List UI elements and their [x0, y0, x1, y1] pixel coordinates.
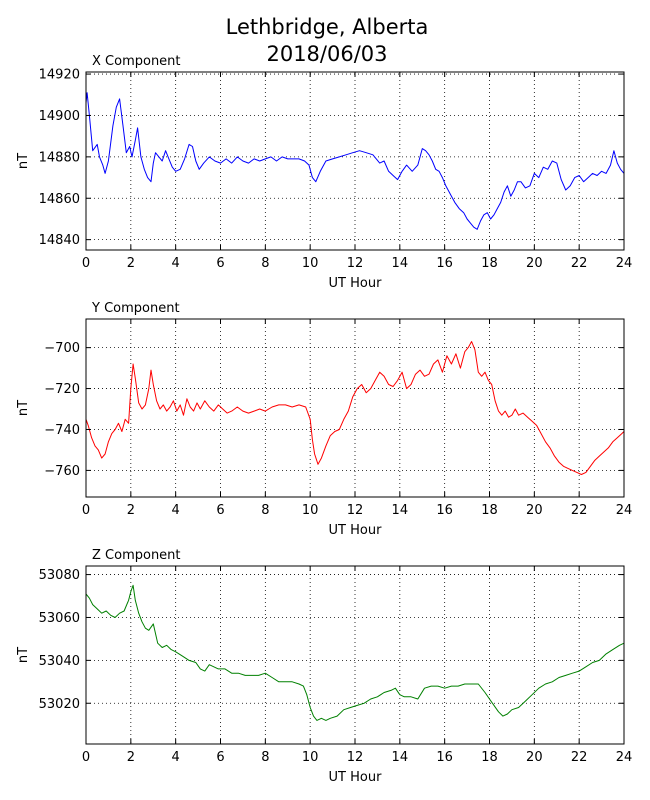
x-component-xtick-label: 16: [436, 256, 453, 271]
z-component-xtick-label: 2: [127, 750, 135, 765]
z-component-xtick-label: 10: [302, 750, 319, 765]
x-component-ylabel: nT: [16, 153, 31, 169]
figure-title-location: Lethbridge, Alberta: [226, 15, 429, 39]
z-component-series-line: [85, 584, 625, 721]
z-component-xtick-label: 12: [347, 750, 364, 765]
x-component-xtick-label: 24: [616, 256, 633, 271]
y-component-xtick-label: 2: [127, 503, 135, 518]
z-component-xtick-label: 6: [216, 750, 224, 765]
z-component-panel: Z Component UT Hour nT 0 2 4 6 8 10 12 14 16 18 20…: [16, 548, 632, 785]
y-component-xtick-label: 8: [261, 503, 269, 518]
x-component-xtick-label: 0: [82, 256, 90, 271]
z-component-xtick-label: 0: [82, 750, 90, 765]
z-component-ytick-label: 53040: [39, 654, 80, 669]
z-component-xtick-label: 22: [571, 750, 588, 765]
z-component-title: Z Component: [92, 548, 181, 563]
x-component-ytick-label: 14880: [39, 150, 80, 165]
x-component-ytick-label: 14900: [39, 109, 80, 124]
x-component-ytick-label: 14860: [39, 192, 80, 207]
y-component-xtick-label: 12: [347, 503, 364, 518]
x-component-xtick-label: 4: [172, 256, 180, 271]
figure-title-date: 2018/06/03: [266, 42, 387, 66]
z-component-xtick-label: 14: [392, 750, 409, 765]
x-component-panel: X Component UT Hour nT 0 2 4 6 8 10 12 14 16 18 20…: [16, 54, 632, 291]
y-component-ytick-label: −760: [44, 464, 80, 479]
x-component-xtick-label: 6: [216, 256, 224, 271]
y-component-xlabel: UT Hour: [329, 523, 383, 538]
x-component-xlabel: UT Hour: [329, 276, 383, 291]
x-component-xtick-label: 14: [392, 256, 409, 271]
x-component-xtick-label: 12: [347, 256, 364, 271]
z-component-xtick-label: 24: [616, 750, 633, 765]
y-component-xtick-label: 20: [526, 503, 543, 518]
z-component-xtick-label: 20: [526, 750, 543, 765]
y-component-ytick-label: −700: [44, 341, 80, 356]
x-component-series-line: [85, 92, 625, 230]
y-component-xtick-label: 0: [82, 503, 90, 518]
y-component-xtick-label: 10: [302, 503, 319, 518]
y-component-ytick-label: −720: [44, 382, 80, 397]
y-component-xtick-label: 6: [216, 503, 224, 518]
x-component-ytick-label: 14840: [39, 233, 80, 248]
z-component-xtick-label: 16: [436, 750, 453, 765]
y-component-xtick-label: 24: [616, 503, 633, 518]
y-component-xtick-label: 22: [571, 503, 588, 518]
x-component-xtick-label: 22: [571, 256, 588, 271]
z-component-ytick-label: 53060: [39, 611, 80, 626]
z-component-xtick-label: 4: [172, 750, 180, 765]
y-component-series-line: [85, 341, 625, 475]
x-component-xtick-label: 20: [526, 256, 543, 271]
y-component-ytick-label: −740: [44, 423, 80, 438]
x-component-title: X Component: [92, 54, 181, 69]
y-component-xtick-label: 4: [172, 503, 180, 518]
y-component-ylabel: nT: [16, 400, 31, 416]
x-component-xtick-label: 10: [302, 256, 319, 271]
z-component-ytick-label: 53020: [39, 697, 80, 712]
x-component-xtick-label: 8: [261, 256, 269, 271]
x-component-xtick-label: 2: [127, 256, 135, 271]
z-component-ylabel: nT: [16, 647, 31, 663]
y-component-panel: Y Component UT Hour nT 0 2 4 6 8 10 12 14 16 18 20…: [16, 301, 632, 538]
y-component-xtick-label: 16: [436, 503, 453, 518]
z-component-ytick-label: 53080: [39, 568, 80, 583]
z-component-xtick-label: 18: [481, 750, 498, 765]
y-component-xtick-label: 18: [481, 503, 498, 518]
x-component-xtick-label: 18: [481, 256, 498, 271]
z-component-xtick-label: 8: [261, 750, 269, 765]
x-component-ytick-label: 14920: [39, 68, 80, 83]
y-component-title: Y Component: [91, 301, 180, 316]
z-component-xlabel: UT Hour: [329, 770, 383, 785]
y-component-xtick-label: 14: [392, 503, 409, 518]
